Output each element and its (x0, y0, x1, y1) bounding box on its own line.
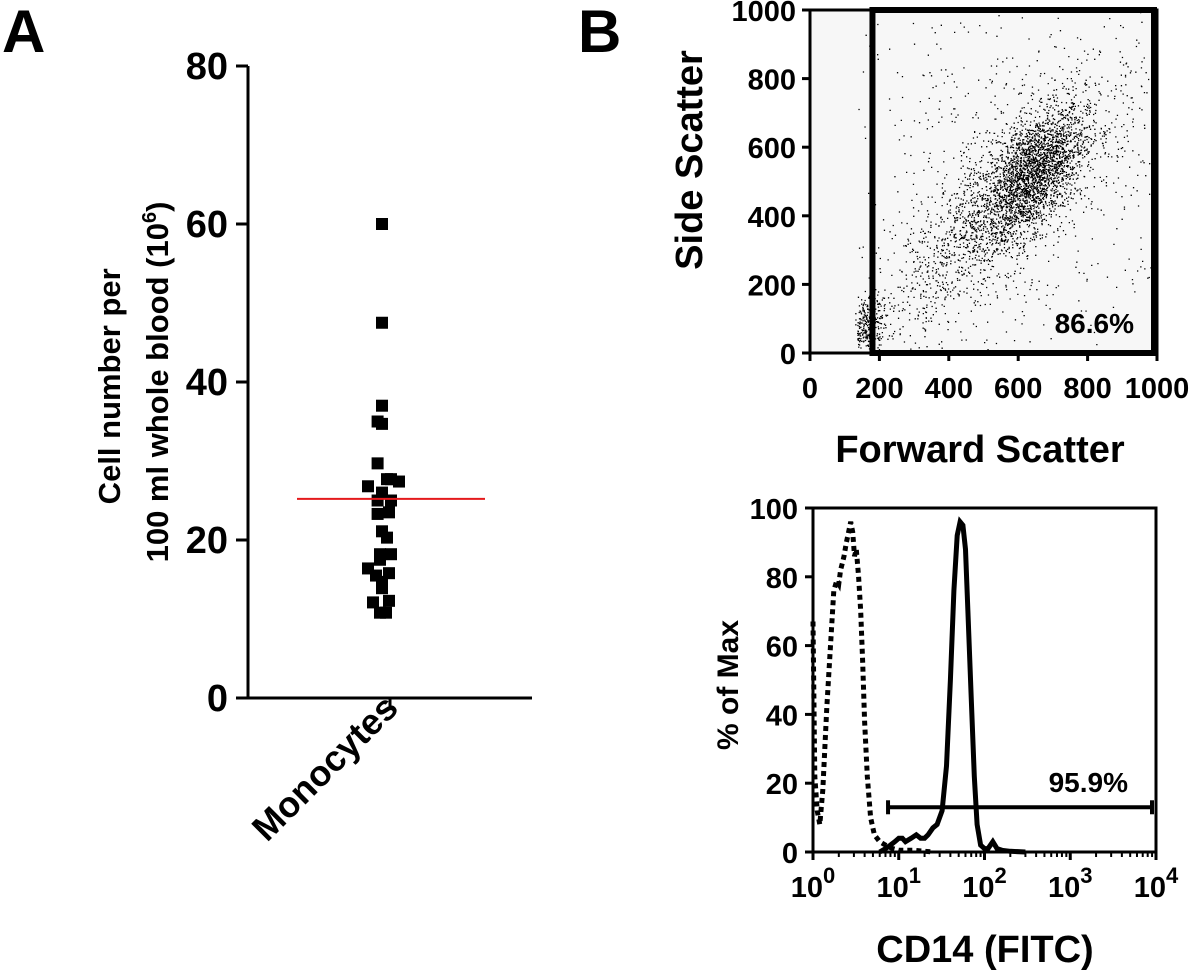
data-point (383, 506, 395, 519)
gate-percent-label: 86.6% (1055, 308, 1134, 339)
data-point (393, 475, 405, 488)
data-point (376, 417, 388, 430)
x-tick-label: 102 (962, 863, 1007, 904)
data-point (371, 494, 384, 507)
data-point (362, 480, 374, 493)
data-point (380, 606, 392, 619)
y-tick-label: 20 (766, 769, 798, 801)
x-tick-label: 1000 (1125, 373, 1190, 405)
data-point (371, 457, 384, 470)
data-point (367, 596, 379, 609)
data-point (376, 218, 388, 230)
dotplot-y-axis-label: Side Scatter (669, 50, 711, 270)
x-tick-label: 200 (855, 373, 903, 405)
panel-b-dotplot: 86.6% 0 200 400 600 800 1000 0 200 400 600 800 100… (669, 0, 1189, 471)
data-point (371, 507, 384, 520)
y-tick-label: 40 (186, 362, 228, 404)
x-tick-label: 800 (1063, 373, 1111, 405)
y-tick-label: 20 (186, 520, 228, 562)
y-tick-label: 1000 (731, 0, 796, 28)
histogram-y-axis-label: % of Max (712, 620, 745, 750)
panel-label-a: A (2, 0, 45, 65)
y-tick-label: 40 (766, 700, 798, 732)
y-tick-label: 800 (748, 65, 796, 97)
x-tick-label: 100 (791, 863, 836, 904)
panel-a-chart: 0 20 40 60 80 Monocytes Cell number per 100 … (92, 46, 532, 849)
isotype-control-curve (810, 521, 934, 855)
y-tick-label: 60 (766, 632, 798, 664)
x-tick-label: 104 (1134, 863, 1179, 904)
data-point (376, 399, 388, 412)
x-tick-label: 103 (1048, 863, 1093, 904)
panel-a-y-axis-label: Cell number per 100 ml whole blood (106) (92, 202, 175, 563)
histogram-x-axis-label: CD14 (FITC) (876, 929, 1093, 971)
y-tick-label: 0 (207, 678, 228, 720)
y-tick-label: 80 (766, 563, 798, 595)
y-tick-label: 100 (750, 494, 798, 526)
x-tick-label: 400 (925, 373, 973, 405)
data-point (385, 548, 397, 561)
data-point (383, 594, 395, 607)
y-tick-label: 0 (780, 339, 796, 371)
data-point (381, 531, 393, 544)
y-tick-label: 0 (782, 838, 798, 870)
y-tick-label: 60 (186, 204, 228, 246)
gate-rectangle (869, 7, 1158, 356)
dotplot-x-axis-label: Forward Scatter (835, 429, 1125, 471)
histogram-gate-label: 95.9% (1049, 767, 1128, 798)
dotplot-frame (808, 8, 1159, 355)
panel-label-b: B (578, 0, 621, 65)
y-tick-label: 200 (748, 270, 796, 302)
data-point (374, 553, 386, 566)
x-tick-label: 101 (876, 863, 921, 904)
x-tick-label: 600 (994, 373, 1042, 405)
cd14-stained-curve (878, 516, 1026, 855)
y-tick-label: 400 (748, 202, 796, 234)
data-point (376, 582, 388, 595)
data-point (385, 494, 397, 507)
data-point (376, 316, 388, 329)
y-tick-label: 80 (186, 46, 228, 88)
category-label-monocytes: Monocytes (244, 687, 406, 849)
y-tick-label: 600 (748, 133, 796, 165)
x-tick-label: 0 (802, 373, 818, 405)
panel-b-histogram: 95.9% 100 101 102 103 104 0 20 40 60 80 100 CD14 … (712, 494, 1179, 971)
